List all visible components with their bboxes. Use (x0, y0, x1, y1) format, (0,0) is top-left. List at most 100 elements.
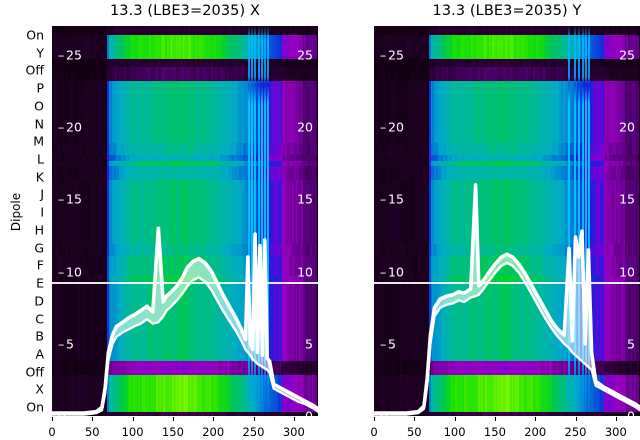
heatmap-cell (110, 66, 113, 81)
heatmap-cell (552, 275, 555, 282)
heatmap-cell (180, 80, 183, 143)
heatmap-cell (293, 59, 296, 67)
heatmap-cell (226, 66, 229, 81)
heatmap-cell (554, 256, 556, 276)
heatmap-cell (110, 166, 113, 181)
heatmap-cell (564, 244, 567, 257)
heatmap-cell (409, 180, 412, 245)
heatmap-cell (600, 143, 602, 155)
heatmap-cell (85, 34, 88, 60)
heatmap-cell (628, 34, 631, 60)
heatmap-cell (202, 375, 204, 413)
heatmap-cell (106, 160, 109, 167)
heatmap-cell (106, 244, 109, 257)
heatmap-cell (453, 34, 456, 60)
heatmap-cell (80, 143, 83, 155)
heatmap-cell (180, 154, 183, 161)
heatmap-cell (448, 180, 450, 245)
heatmap-cell (71, 80, 74, 143)
heatmap-cell (85, 361, 88, 376)
heatmap-cell (541, 143, 544, 155)
heatmap-cell (637, 59, 639, 67)
heatmap-cell (428, 281, 431, 362)
heatmap-cell (495, 66, 498, 81)
heatmap-panel-y[interactable]: 0 0–5 5–10 10–15 15–20 20–25 25 (374, 26, 640, 416)
heatmap-cell (119, 80, 121, 143)
heatmap-cell (630, 154, 632, 161)
heatmap-cell (511, 154, 514, 161)
heatmap-cell (541, 26, 544, 35)
heatmap-cell (113, 166, 116, 181)
heatmap-cell (73, 34, 75, 60)
heatmap-cell (600, 166, 602, 181)
heatmap-cell (548, 59, 551, 67)
heatmap-cell (465, 256, 468, 276)
heatmap-cell (469, 281, 472, 362)
heatmap-cell (562, 26, 565, 35)
heatmap-cell (497, 244, 500, 257)
heatmap-cell (626, 166, 629, 181)
heatmap-cell (488, 244, 491, 257)
heatmap-cell (396, 59, 399, 67)
heatmap-cell (191, 281, 194, 362)
heatmap-cell (286, 256, 289, 276)
heatmap-cell (547, 166, 549, 181)
heatmap-cell (426, 80, 429, 143)
heatmap-cell (425, 26, 427, 35)
heatmap-cell (435, 275, 438, 282)
heatmap-cell (506, 275, 509, 282)
heatmap-cell (313, 34, 316, 60)
heatmap-cell (509, 166, 512, 181)
heatmap-cell (612, 143, 615, 155)
heatmap-cell (242, 244, 245, 257)
heatmap-cell (515, 166, 518, 181)
heatmap-cell (382, 66, 385, 81)
heatmap-cell (529, 160, 532, 167)
heatmap-cell (87, 80, 90, 143)
heatmap-cell (57, 59, 60, 67)
heatmap-cell (154, 34, 157, 60)
heatmap-cell (182, 244, 185, 257)
heatmap-cell (286, 244, 289, 257)
heatmap-cell (451, 281, 454, 362)
heatmap-cell (381, 361, 383, 376)
heatmap-cell (534, 59, 537, 67)
heatmap-cell (193, 26, 196, 35)
heatmap-cell (295, 166, 298, 181)
heatmap-cell (624, 160, 627, 167)
heatmap-cell (85, 143, 88, 155)
heatmap-cell (200, 412, 203, 416)
heatmap-cell (555, 26, 558, 35)
heatmap-cell (198, 80, 201, 143)
heatmap-cell (458, 166, 461, 181)
heatmap-cell (506, 80, 509, 143)
heatmap-panel-x[interactable]: 0 0–5 5–10 10–15 15–20 20–25 25 (52, 26, 318, 416)
heatmap-cell (53, 275, 56, 282)
heatmap-cell (481, 154, 484, 161)
heatmap-cell (398, 26, 401, 35)
heatmap-cell (389, 166, 392, 181)
heatmap-cell (425, 59, 427, 67)
heatmap-cell (126, 59, 128, 67)
category-axis-left: On Y Off P O N M L K J I H G F E D C B A Off X On (0, 26, 46, 416)
heatmap-cell (418, 275, 420, 282)
heatmap-cell (381, 180, 383, 245)
heatmap-cell (531, 256, 533, 276)
heatmap-cell (112, 80, 114, 143)
heatmap-cell (515, 143, 518, 155)
heatmap-cell (455, 244, 457, 257)
heatmap-cell (532, 34, 535, 60)
heatmap-cell (202, 166, 204, 181)
heatmap-cell (603, 66, 606, 81)
heatmap-cell (223, 143, 226, 155)
heatmap-cell (209, 59, 211, 67)
heatmap-cell (309, 166, 312, 181)
heatmap-cell (120, 180, 123, 245)
heatmap-cell (217, 66, 220, 81)
heatmap-cell (388, 66, 390, 81)
category-label-j-9: J (40, 186, 44, 202)
heatmap-cell (281, 166, 284, 181)
heatmap-cell (106, 80, 109, 143)
heatmap-cell (281, 59, 284, 67)
heatmap-cell (483, 375, 486, 413)
